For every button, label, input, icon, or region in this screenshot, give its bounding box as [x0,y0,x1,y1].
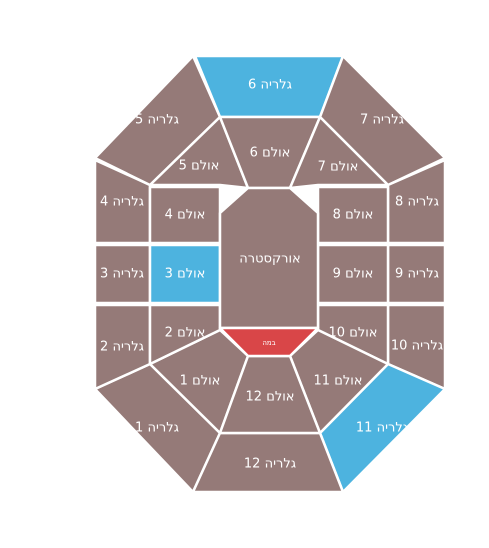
hall-4-section[interactable] [148,185,222,245]
gallery-9-section[interactable] [386,243,447,305]
stage-section [218,326,320,358]
gallery-12-section[interactable] [191,431,345,494]
gallery-3-section[interactable] [93,243,152,305]
hall-8-section[interactable] [316,185,390,245]
gallery-6-section[interactable] [193,54,345,119]
hall-9-section[interactable] [316,243,390,305]
hall-7-section[interactable] [288,115,390,190]
orchestra-section[interactable] [218,186,320,330]
hall-2-section[interactable] [148,303,222,366]
hall-3-section[interactable] [148,243,222,305]
